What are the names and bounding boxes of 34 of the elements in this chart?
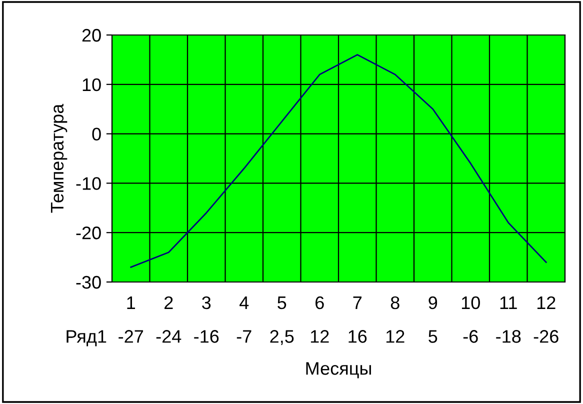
x-tick-label: 7: [353, 296, 362, 309]
data-label: -27: [118, 330, 144, 343]
x-tick-label: 8: [390, 296, 400, 310]
data-label: -24: [156, 330, 182, 343]
y-tick-label: -10: [76, 177, 101, 190]
line-series: [130, 54, 547, 268]
data-label: 12: [386, 330, 404, 343]
x-tick-label: 5: [278, 296, 286, 310]
data-label: 12: [310, 330, 329, 343]
data-label: -18: [496, 330, 521, 343]
y-tick-label: 10: [82, 78, 101, 92]
x-tick-label: 9: [428, 296, 438, 310]
x-tick-label: 10: [462, 296, 480, 310]
y-tick-label: 20: [82, 28, 101, 42]
x-tick-label: 1: [127, 296, 136, 309]
data-label: -6: [463, 330, 478, 343]
y-tick-label: -20: [76, 226, 101, 240]
data-label: 5: [428, 330, 438, 343]
x-tick-label: 3: [202, 296, 211, 310]
x-tick-label: 2: [164, 296, 173, 309]
data-label: 2,5: [270, 330, 294, 345]
x-tick-label: 12: [537, 296, 556, 309]
text: Ряд1: [66, 330, 106, 346]
data-label: -7: [236, 330, 252, 343]
data-label: -26: [534, 330, 558, 343]
y-tick-label: 0: [92, 128, 101, 141]
data-label: -16: [194, 330, 219, 343]
y-axis-title: Температура: [50, 104, 68, 213]
x-tick-label: 6: [316, 296, 324, 310]
x-tick-label: 11: [500, 296, 517, 309]
data-label: 16: [348, 330, 367, 343]
x-axis-title: Месяцы: [306, 362, 371, 378]
x-tick-label: 4: [240, 296, 249, 309]
y-tick-label: -30: [76, 276, 101, 289]
